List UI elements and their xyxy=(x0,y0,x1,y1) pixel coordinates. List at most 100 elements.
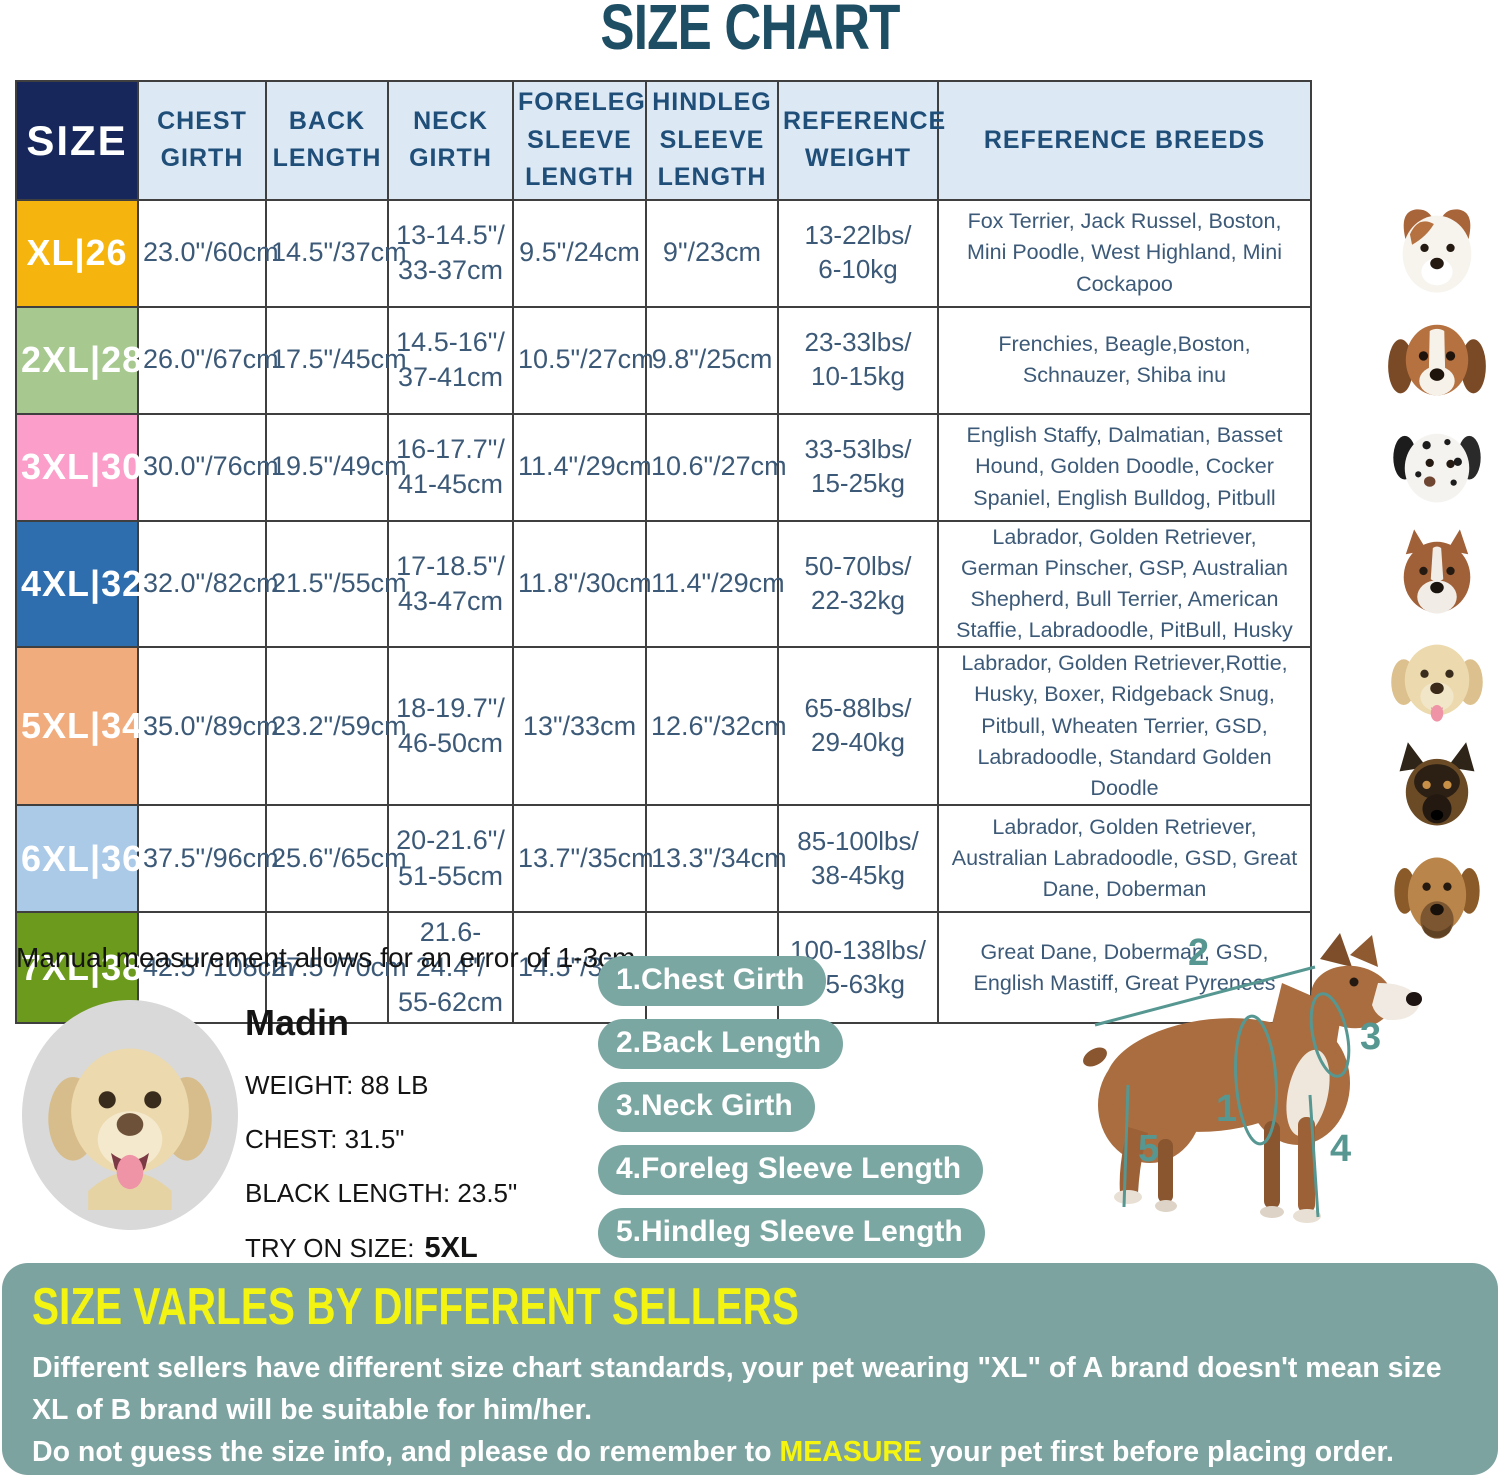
dog-photo-american-staffordshire xyxy=(1378,519,1496,626)
size-table: SIZE CHEST GIRTH BACK LENGTH NECK GIRTH … xyxy=(15,80,1312,1025)
model-info: Madin WEIGHT: 88 LB CHEST: 31.5" BLACK L… xyxy=(245,1002,517,1288)
reference-weight-cell: 85-100lbs/ 38-45kg xyxy=(777,804,939,914)
model-dog-photo xyxy=(22,1000,238,1230)
breed-photo-column xyxy=(1378,197,1496,949)
diagram-label-2: 2 xyxy=(1188,932,1209,974)
hindleg-sleeve-cell: 13.3"/34cm xyxy=(645,804,787,914)
back-length-cell: 23.2"/59cm xyxy=(265,646,407,807)
foreleg-sleeve-cell: 11.4"/29cm xyxy=(512,412,652,522)
reference-breeds-cell: Labrador, Golden Retriever, German Pinsc… xyxy=(937,519,1312,649)
column-header-foreleg-sleeve: FORELEG SLEEVE LENGTH xyxy=(512,80,647,201)
size-badge: 7XL|38 xyxy=(15,911,142,1025)
model-back-length: BLACK LENGTH: 23.5" xyxy=(245,1178,518,1208)
back-length-cell: 25.6"/65cm xyxy=(265,804,407,914)
footer-heading-wrap: SIZE VARLES BY DIFFERENT SELLERS xyxy=(32,1277,1470,1337)
dog-measurement-illustration: 2 3 1 4 5 xyxy=(1083,932,1422,1223)
chest-girth-cell: 30.0"/76cm xyxy=(137,412,279,522)
reference-breeds-cell: Frenchies, Beagle,Boston, Schnauzer, Shi… xyxy=(937,305,1312,415)
table-row: 5XL|34 35.0"/89cm 23.2"/59cm 18-19.7"/ 4… xyxy=(15,646,1312,807)
page-title: SIZE CHART xyxy=(0,0,1500,64)
table-row: 3XL|30 30.0"/76cm 19.5"/49cm 16-17.7"/ 4… xyxy=(15,412,1312,522)
footer-measure-highlight: MEASURE xyxy=(779,1436,922,1469)
back-length-cell: 21.5"/55cm xyxy=(265,519,407,649)
size-badge: 3XL|30 xyxy=(15,412,142,522)
legend-back-length: 2.Back Length xyxy=(598,1019,844,1069)
column-header-reference-breeds: REFERENCE BREEDS xyxy=(937,80,1312,201)
neck-girth-cell: 17-18.5"/ 43-47cm xyxy=(387,519,514,649)
foreleg-sleeve-cell: 13"/33cm xyxy=(512,646,647,807)
measurement-note: Manual measurement allows for an error o… xyxy=(16,942,636,973)
legend-neck-girth: 3.Neck Girth xyxy=(598,1082,815,1132)
measurement-legend: 1.Chest Girth 2.Back Length 3.Neck Girth… xyxy=(598,956,985,1271)
size-badge: 4XL|32 xyxy=(15,519,142,649)
reference-breeds-cell: English Staffy, Dalmatian, Basset Hound,… xyxy=(937,412,1312,522)
model-name: Madin xyxy=(245,1002,349,1043)
back-length-cell: 19.5"/49cm xyxy=(265,412,407,522)
try-on-label: TRY ON SIZE: xyxy=(245,1233,415,1263)
reference-weight-cell: 23-33lbs/ 10-15kg xyxy=(777,305,939,415)
size-badge: 6XL|36 xyxy=(15,804,142,914)
dog-photo-german-shepherd xyxy=(1378,734,1496,841)
hindleg-sleeve-cell: 12.6"/32cm xyxy=(645,646,787,807)
hindleg-sleeve-cell: 9.8"/25cm xyxy=(645,305,779,415)
header-row: SIZE CHEST GIRTH BACK LENGTH NECK GIRTH … xyxy=(15,80,1312,201)
chest-girth-cell: 26.0"/67cm xyxy=(137,305,279,415)
dog-photo-beagle xyxy=(1378,304,1496,411)
neck-girth-cell: 18-19.7"/ 46-50cm xyxy=(387,646,514,807)
reference-weight-cell: 65-88lbs/ 29-40kg xyxy=(777,646,939,807)
dog-photo-jack-russell xyxy=(1378,197,1496,304)
foreleg-sleeve-cell: 9.5"/24cm xyxy=(512,198,647,308)
foreleg-sleeve-cell: 13.7"/35cm xyxy=(512,804,654,914)
model-try-on: TRY ON SIZE: 5XL xyxy=(245,1232,517,1265)
chest-girth-cell: 32.0"/82cm xyxy=(137,519,279,649)
chest-girth-cell: 23.0"/60cm xyxy=(137,198,279,308)
column-header-reference-weight: REFERENCE WEIGHT xyxy=(777,80,945,201)
reference-breeds-cell: Fox Terrier, Jack Russel, Boston, Mini P… xyxy=(937,198,1312,308)
neck-girth-cell: 13-14.5"/ 33-37cm xyxy=(387,198,514,308)
try-on-size: 5XL xyxy=(424,1232,478,1264)
back-length-cell: 27.5"/70cm xyxy=(265,911,407,1025)
reference-weight-cell: 50-70lbs/ 22-32kg xyxy=(777,519,939,649)
diagram-label-4: 4 xyxy=(1330,1128,1351,1170)
reference-weight-cell: 13-22lbs/ 6-10kg xyxy=(777,198,939,308)
table-row: 2XL|28 26.0"/67cm 17.5"/45cm 14.5-16"/ 3… xyxy=(15,305,1312,415)
neck-girth-cell: 14.5-16"/ 37-41cm xyxy=(387,305,514,415)
hindleg-sleeve-cell: 9"/23cm xyxy=(645,198,779,308)
legend-hindleg-sleeve: 5.Hindleg Sleeve Length xyxy=(598,1208,985,1258)
diagram-label-3: 3 xyxy=(1360,1016,1381,1058)
neck-girth-cell: 16-17.7"/ 41-45cm xyxy=(387,412,514,522)
footer-line2-after: your pet first before placing order. xyxy=(922,1436,1394,1469)
column-header-back-length: BACK LENGTH xyxy=(265,80,389,201)
footer-line2-before: Do not guess the size info, and please d… xyxy=(32,1436,780,1469)
column-header-size: SIZE xyxy=(15,80,139,201)
page-title-text: SIZE CHART xyxy=(600,0,900,63)
table-row: 6XL|36 37.5"/96cm 25.6"/65cm 20-21.6"/ 5… xyxy=(15,804,1312,914)
measurement-diagram: 2 3 1 4 5 xyxy=(1000,925,1500,1255)
size-badge: XL|26 xyxy=(15,198,139,308)
footer-text: Different sellers have different size ch… xyxy=(32,1347,1470,1474)
reference-breeds-cell: Labrador, Golden Retriever,Rottie, Husky… xyxy=(937,646,1312,807)
legend-chest-girth: 1.Chest Girth xyxy=(598,956,827,1006)
chest-girth-cell: 35.0"/89cm xyxy=(137,646,279,807)
back-length-cell: 17.5"/45cm xyxy=(265,305,407,415)
foreleg-sleeve-cell: 11.8"/30cm xyxy=(512,519,652,649)
table-row: 4XL|32 32.0"/82cm 21.5"/55cm 17-18.5"/ 4… xyxy=(15,519,1312,649)
column-header-hindleg-sleeve: HINDLEG SLEEVE LENGTH xyxy=(645,80,779,201)
model-weight: WEIGHT: 88 LB xyxy=(245,1070,429,1100)
reference-breeds-cell: Great Dane, Doberman, GSD, English Masti… xyxy=(937,911,1312,1025)
legend-foreleg-sleeve: 4.Foreleg Sleeve Length xyxy=(598,1145,984,1195)
footer-heading: SIZE VARLES BY DIFFERENT SELLERS xyxy=(32,1278,799,1336)
dog-photo-great-dane xyxy=(1378,842,1496,949)
reference-weight-cell: 33-53lbs/ 15-25kg xyxy=(777,412,939,522)
neck-girth-cell: 21.6-24.4"/ 55-62cm xyxy=(387,911,514,1025)
size-badge: 2XL|28 xyxy=(15,305,142,415)
hindleg-sleeve-cell: 11.4"/29cm xyxy=(645,519,785,649)
model-chest: CHEST: 31.5" xyxy=(245,1124,405,1154)
dog-photo-dalmatian xyxy=(1378,412,1496,519)
chest-girth-cell: 37.5"/96cm xyxy=(137,804,279,914)
reference-breeds-cell: Labrador, Golden Retriever, Australian L… xyxy=(937,804,1312,914)
size-badge: 5XL|34 xyxy=(15,646,142,807)
footer-line1: Different sellers have different size ch… xyxy=(32,1352,1442,1427)
diagram-label-5: 5 xyxy=(1138,1128,1159,1170)
